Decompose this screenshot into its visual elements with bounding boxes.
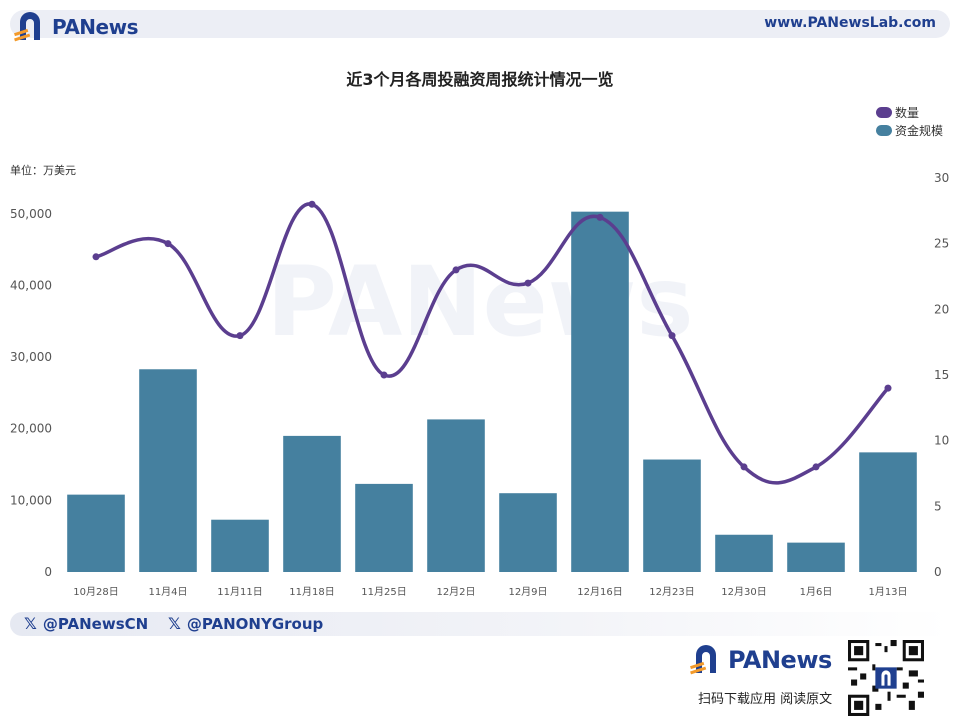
bar xyxy=(787,542,845,572)
right-tick-label: 10 xyxy=(934,434,949,448)
x-tick-label: 11月4日 xyxy=(148,586,187,598)
panews-logo-icon xyxy=(14,12,40,42)
brand-name: PANews xyxy=(728,646,832,674)
x-tick-label: 10月28日 xyxy=(73,586,118,598)
bar xyxy=(715,534,773,572)
line-point xyxy=(380,371,388,379)
line-point xyxy=(524,279,532,287)
qr-caption: 扫码下载应用 阅读原文 xyxy=(698,692,833,707)
bar xyxy=(427,419,485,572)
social-link-cn[interactable]: 𝕏 @PANewsCN xyxy=(24,614,148,633)
social-handle: @PANONYGroup xyxy=(186,614,324,633)
line-point xyxy=(92,253,100,261)
combo-chart: PANews 0 10,000 20,000 30,000 40,000 50,000 0… xyxy=(10,171,949,598)
legend-swatch-line xyxy=(876,106,892,118)
header-brand: PANews xyxy=(14,12,138,42)
line-point xyxy=(740,463,748,471)
legend-label: 数量 xyxy=(895,105,920,120)
left-tick-label: 0 xyxy=(44,565,52,579)
legend-swatch-bar xyxy=(876,124,892,136)
qr-code-icon[interactable] xyxy=(848,640,924,716)
brand-name: PANews xyxy=(52,15,138,39)
x-tick-label: 12月2日 xyxy=(436,586,475,598)
x-tick-label: 11月25日 xyxy=(361,586,406,598)
line-point xyxy=(884,384,892,392)
bar xyxy=(499,493,557,572)
line-point xyxy=(164,240,172,248)
x-tick-label: 12月16日 xyxy=(577,586,622,598)
line-point xyxy=(812,463,820,471)
bar xyxy=(643,459,701,572)
x-tick-label: 11月18日 xyxy=(289,586,334,598)
top-banner: PANews www.PANewsLab.com xyxy=(10,10,950,42)
x-tick-label: 12月30日 xyxy=(721,586,766,598)
bar xyxy=(67,494,125,572)
chart-title: 近3个月各周投融资周报统计情况一览 xyxy=(346,70,614,89)
unit-label: 单位：万美元 xyxy=(10,164,76,177)
panews-logo-icon xyxy=(690,645,716,675)
left-tick-label: 50,000 xyxy=(10,207,52,221)
legend-item-amount: 资金规模 xyxy=(876,121,943,139)
line-point xyxy=(668,332,676,340)
x-tick-label: 1月6日 xyxy=(800,586,833,598)
x-tick-label: 12月9日 xyxy=(508,586,547,598)
x-tick-label: 12月23日 xyxy=(649,586,694,598)
left-tick-label: 40,000 xyxy=(10,278,52,292)
right-tick-label: 20 xyxy=(934,302,949,316)
x-twitter-icon: 𝕏 xyxy=(24,614,37,633)
right-tick-label: 5 xyxy=(934,499,942,513)
bar xyxy=(283,435,341,572)
x-twitter-icon: 𝕏 xyxy=(168,614,181,633)
left-tick-label: 30,000 xyxy=(10,350,52,364)
footer-brand: PANews xyxy=(690,644,832,676)
social-link-group[interactable]: 𝕏 @PANONYGroup xyxy=(168,614,323,633)
bar xyxy=(139,369,197,572)
left-tick-label: 10,000 xyxy=(10,493,52,507)
bar xyxy=(211,519,269,572)
x-tick-label: 1月13日 xyxy=(868,586,907,598)
right-tick-label: 15 xyxy=(934,368,949,382)
left-tick-label: 20,000 xyxy=(10,422,52,436)
line-point xyxy=(236,332,244,340)
right-tick-label: 0 xyxy=(934,565,942,579)
social-handle: @PANewsCN xyxy=(42,614,149,633)
bar xyxy=(571,211,629,572)
right-tick-label: 25 xyxy=(934,237,949,251)
line-point xyxy=(596,213,604,221)
line-point xyxy=(452,266,460,274)
bar xyxy=(355,483,413,572)
site-url[interactable]: www.PANewsLab.com xyxy=(764,15,936,31)
right-tick-label: 30 xyxy=(934,171,949,185)
chart-legend: 数量 资金规模 xyxy=(876,103,943,139)
line-point xyxy=(308,200,316,208)
x-tick-label: 11月11日 xyxy=(217,586,262,598)
bar xyxy=(859,452,917,572)
legend-item-count: 数量 xyxy=(876,103,943,121)
watermark: PANews xyxy=(266,246,693,358)
social-bar: 𝕏 @PANewsCN 𝕏 @PANONYGroup xyxy=(10,612,950,636)
legend-label: 资金规模 xyxy=(895,123,944,138)
